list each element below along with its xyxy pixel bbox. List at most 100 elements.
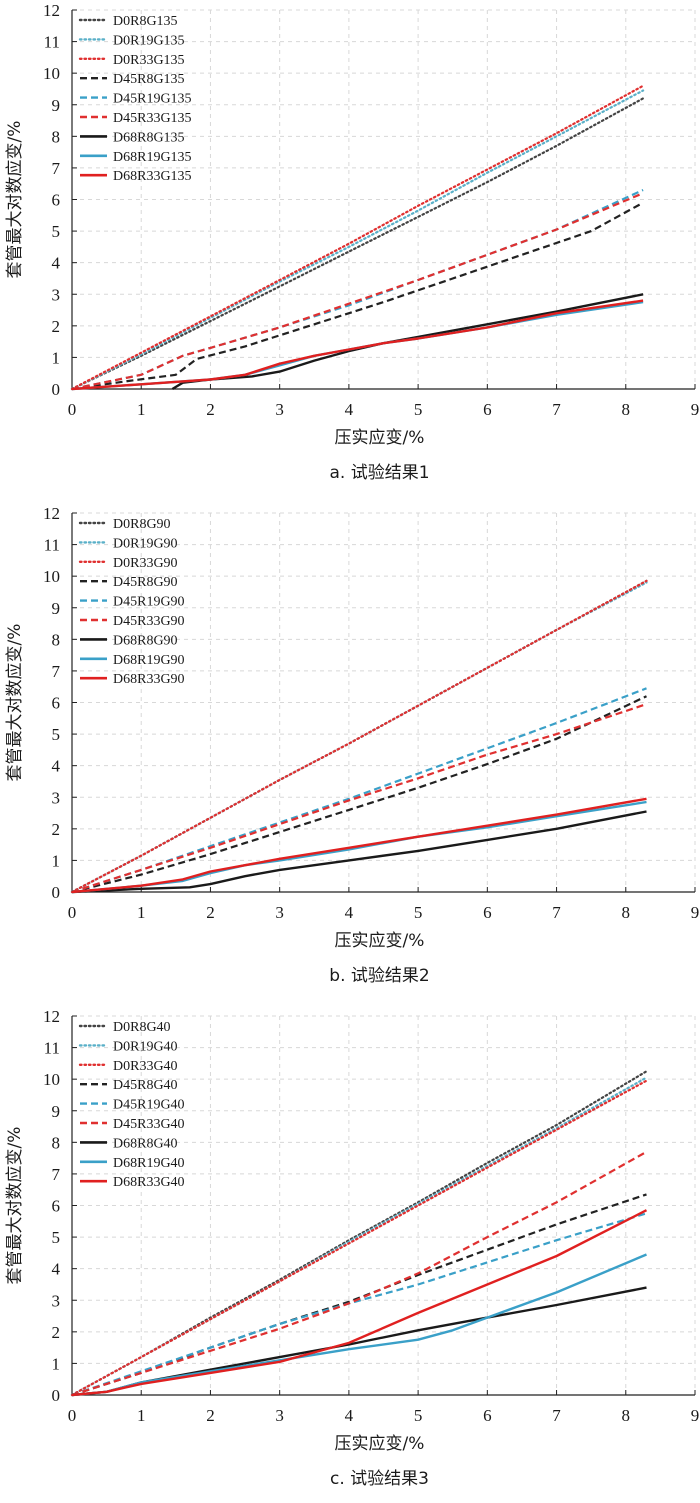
y-tick-label: 5 [52, 1228, 61, 1247]
x-axis-title: 压实应变/% [335, 428, 425, 448]
y-tick-label: 8 [52, 630, 61, 649]
y-tick-label: 10 [43, 1070, 60, 1089]
x-tick-label: 6 [483, 903, 492, 922]
x-tick-label: 7 [552, 903, 561, 922]
legend-label: D68R33G40 [113, 1175, 185, 1190]
series-line-D45R19G90 [71, 687, 647, 894]
x-tick-label: 3 [275, 400, 284, 419]
y-tick-label: 9 [52, 1102, 61, 1121]
y-tick-label: 1 [52, 348, 61, 367]
series-line-D45R8G135 [71, 201, 644, 391]
y-tick-label: 11 [44, 33, 60, 52]
series-line-D45R33G90 [71, 703, 647, 894]
series-line-D0R33G40 [70, 1079, 648, 1397]
y-tick-label: 0 [52, 380, 61, 399]
x-axis-title: 压实应变/% [335, 931, 425, 951]
x-tick-label: 4 [345, 400, 354, 419]
y-tick-label: 4 [52, 1260, 61, 1279]
x-tick-label: 7 [552, 1406, 561, 1425]
y-tick-label: 5 [52, 222, 61, 241]
y-tick-label: 4 [52, 254, 61, 273]
series-line-D0R8G135 [70, 97, 645, 391]
y-tick-label: 3 [52, 1291, 61, 1310]
y-tick-label: 7 [52, 662, 61, 681]
series-line-D0R33G90 [70, 579, 648, 894]
y-tick-label: 8 [52, 127, 61, 146]
x-tick-label: 8 [622, 1406, 631, 1425]
legend: D0R8G90 D0R19G90 D0R33G90 D45R8G90 D45R19G90… [78, 517, 185, 687]
y-tick-label: 0 [52, 883, 61, 902]
legend: D0R8G135 D0R19G135 D0R33G135 D45R8G135 D45R1… [78, 14, 192, 184]
legend-label: D68R33G135 [113, 169, 192, 184]
y-tick-label: 6 [52, 1197, 61, 1216]
x-tick-label: 3 [275, 1406, 284, 1425]
legend-label: D0R19G90 [113, 536, 178, 551]
y-tick-label: 9 [52, 599, 61, 618]
series-line-D0R33G135 [70, 84, 645, 391]
legend-label: D0R8G135 [113, 14, 178, 29]
legend-label: D68R19G90 [113, 653, 185, 668]
y-tick-label: 10 [43, 567, 60, 586]
series-line-D68R33G90 [71, 797, 647, 894]
x-tick-label: 1 [137, 400, 146, 419]
y-tick-label: 7 [52, 159, 61, 178]
y-tick-label: 1 [52, 851, 61, 870]
x-tick-label: 1 [137, 1406, 146, 1425]
series-line-D45R8G90 [71, 695, 647, 894]
legend-label: D0R19G135 [113, 33, 185, 48]
legend-label: D0R33G135 [113, 53, 185, 68]
series-line-D68R33G40 [71, 1209, 648, 1397]
y-tick-label: 2 [52, 1323, 61, 1342]
y-tick-label: 11 [44, 1039, 60, 1058]
y-tick-label: 2 [52, 317, 61, 336]
y-tick-label: 3 [52, 285, 61, 304]
legend-label: D68R19G40 [113, 1156, 185, 1171]
series-line-D45R8G40 [71, 1193, 647, 1397]
y-axis-title: 套管最大对数应变/% [5, 121, 25, 279]
x-tick-label: 9 [691, 1406, 700, 1425]
y-axis-title: 套管最大对数应变/% [5, 1127, 25, 1285]
legend-label: D68R33G90 [113, 672, 185, 687]
series-line-D68R33G135 [71, 299, 644, 391]
x-tick-label: 5 [414, 903, 423, 922]
legend-label: D68R8G135 [113, 130, 185, 145]
chart-panel-1: 0 1 2 3 4 5 6 7 8 90123456789101112压实应变/%套管最大对数应变… [5, 1, 700, 483]
legend-label: D0R19G40 [113, 1039, 178, 1054]
y-tick-label: 10 [43, 64, 60, 83]
legend: D0R8G40 D0R19G40 D0R33G40 D45R8G40 D45R19G40… [78, 1020, 185, 1190]
y-tick-label: 8 [52, 1133, 61, 1152]
panel-caption: a. 试验结果1 [329, 463, 429, 483]
x-tick-label: 2 [206, 903, 215, 922]
x-tick-label: 9 [691, 400, 700, 419]
panel-caption: b. 试验结果2 [329, 966, 429, 986]
x-tick-label: 5 [414, 400, 423, 419]
x-tick-label: 8 [622, 400, 631, 419]
series-line-D68R19G40 [71, 1253, 647, 1397]
legend-label: D68R8G90 [113, 633, 178, 648]
panel-caption: c. 试验结果3 [330, 1469, 429, 1489]
y-axis-title: 套管最大对数应变/% [5, 624, 25, 782]
x-tick-label: 3 [275, 903, 284, 922]
x-tick-label: 0 [68, 903, 77, 922]
legend-label: D45R19G135 [113, 92, 192, 107]
y-tick-label: 6 [52, 694, 61, 713]
legend-label: D45R19G40 [113, 1098, 185, 1113]
y-tick-label: 4 [52, 757, 61, 776]
y-tick-label: 9 [52, 96, 61, 115]
x-tick-label: 4 [345, 903, 354, 922]
series-line-D45R33G40 [71, 1150, 648, 1397]
legend-label: D68R8G40 [113, 1136, 178, 1151]
y-tick-label: 12 [43, 1007, 60, 1026]
y-tick-label: 12 [43, 1, 60, 20]
legend-label: D0R8G90 [113, 517, 171, 532]
y-tick-label: 2 [52, 820, 61, 839]
legend-label: D45R19G90 [113, 595, 185, 610]
y-tick-label: 12 [43, 504, 60, 523]
x-tick-label: 7 [552, 400, 561, 419]
y-tick-label: 6 [52, 191, 61, 210]
x-tick-label: 8 [622, 903, 631, 922]
legend-label: D45R33G135 [113, 111, 192, 126]
series-line-D45R19G135 [71, 188, 644, 391]
x-tick-label: 6 [483, 400, 492, 419]
